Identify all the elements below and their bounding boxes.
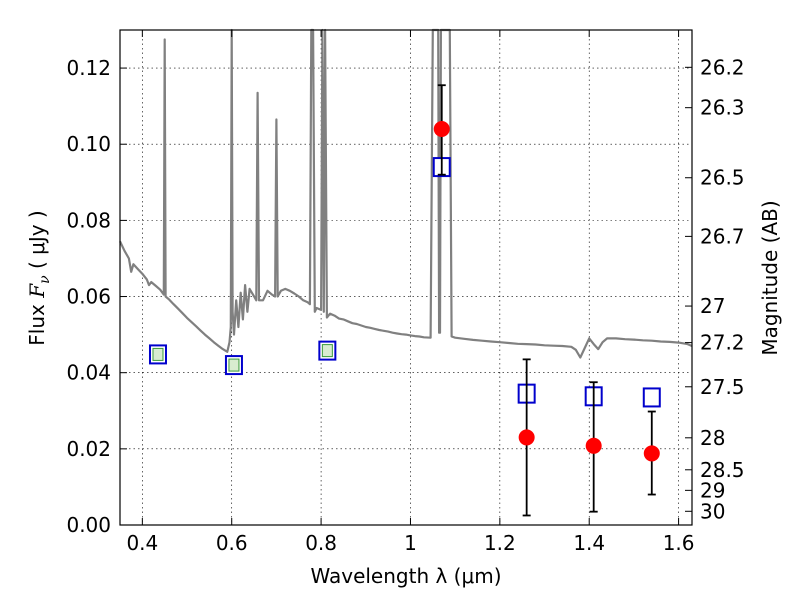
right-tick-label: 29 xyxy=(700,478,725,502)
observed-point xyxy=(585,381,602,513)
observed-marker xyxy=(643,445,660,462)
right-tick-label: 27 xyxy=(700,294,725,318)
spectrum-line xyxy=(119,28,693,359)
right-tick-label: 26.2 xyxy=(700,55,745,79)
observed-point xyxy=(518,358,535,517)
model-square xyxy=(148,344,167,365)
y-tick-label: 0.12 xyxy=(66,56,111,80)
right-tick-label: 28.5 xyxy=(700,458,745,482)
y-tick-label: 0.08 xyxy=(66,208,111,232)
y-tick-label: 0.00 xyxy=(66,513,111,537)
observed-point xyxy=(643,410,660,496)
x-tick-label: 1.2 xyxy=(484,531,516,555)
right-tick-label: 30 xyxy=(700,499,725,523)
x-tick-label: 0.6 xyxy=(216,531,248,555)
right-tick-label: 27.5 xyxy=(700,375,745,399)
right-tick-label: 26.7 xyxy=(700,224,745,248)
y-tick-label: 0.02 xyxy=(66,437,111,461)
model-square xyxy=(318,340,337,361)
x-tick-label: 1.6 xyxy=(663,531,695,555)
x-tick-label: 0.8 xyxy=(305,531,337,555)
right-tick-label: 26.5 xyxy=(700,166,745,190)
model-square xyxy=(224,355,243,376)
plot-area xyxy=(119,28,693,517)
x-axis-label: Wavelength λ (μm) xyxy=(310,564,501,588)
observed-photometry xyxy=(433,84,660,517)
right-tick-label: 26.3 xyxy=(700,96,745,120)
model-square xyxy=(642,387,661,408)
observed-point xyxy=(433,84,450,176)
model-spectrum xyxy=(119,28,693,359)
right-tick-label: 28 xyxy=(700,426,725,450)
x-tick-label: 1.4 xyxy=(573,531,605,555)
y-tick-label: 0.06 xyxy=(66,285,111,309)
y-axis: 0.00 0.02 0.04 0.06 0.08 0.10 0.12 xyxy=(66,56,127,537)
y-tick-label: 0.10 xyxy=(66,132,111,156)
observed-marker xyxy=(518,429,535,446)
plot-frame xyxy=(119,29,693,526)
y-tick-label: 0.04 xyxy=(66,361,111,385)
grid xyxy=(120,30,692,525)
x-tick-label: 0.4 xyxy=(126,531,158,555)
observed-marker xyxy=(585,437,602,454)
right-tick-label: 27.2 xyxy=(700,331,745,355)
x-tick-label: 1 xyxy=(404,531,417,555)
x-axis: 0.4 0.6 0.8 1 1.2 1.4 1.6 xyxy=(126,30,695,555)
y-axis-label: Flux Fν ( μJy ) xyxy=(25,210,53,345)
observed-marker xyxy=(433,121,450,137)
model-photometry xyxy=(148,157,661,408)
right-axis-label: Magnitude (AB) xyxy=(758,200,782,355)
